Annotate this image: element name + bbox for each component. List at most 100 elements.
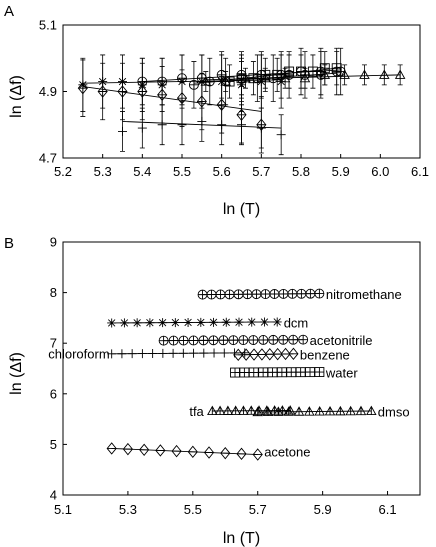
data-point (335, 405, 346, 416)
data-point (168, 348, 178, 358)
data-point (288, 347, 299, 361)
panel-a-chart: 5.2 5.3 5.4 5.5 5.6 5.7 5.8 5.9 6.0 6.14.74.95.1 … (8, 18, 429, 219)
x-tick-label: 5.7 (252, 164, 270, 179)
data-point (196, 317, 206, 327)
series-label-benzene: benzene (300, 347, 350, 362)
x-tick-label: 6.1 (379, 502, 397, 517)
data-point (221, 317, 231, 327)
data-point (206, 289, 217, 300)
data-point (304, 406, 315, 416)
data-point (296, 66, 306, 77)
data-point (237, 120, 246, 130)
series-label-acetonitrile: acetonitrile (310, 333, 373, 348)
series-chloroform: chloroform (48, 346, 250, 361)
data-point (273, 406, 284, 416)
series-water: water (230, 365, 358, 380)
panel-b-ticks: 5.1 5.3 5.5 5.7 5.9 6.1 4 5 6 7 8 9 (50, 235, 397, 518)
data-point (207, 405, 218, 416)
data-point (177, 73, 187, 84)
data-point (220, 76, 231, 86)
fit-line (82, 86, 262, 112)
series-label-chloroform: chloroform (48, 346, 109, 361)
data-point (288, 334, 299, 345)
x-tick-label: 5.5 (184, 502, 202, 517)
data-point (203, 446, 215, 459)
data-point (155, 444, 166, 457)
series-acetonitrile: acetonitrile (158, 333, 373, 348)
data-point (228, 335, 239, 346)
data-point (234, 317, 244, 327)
data-point (276, 130, 286, 140)
data-point (198, 335, 209, 346)
data-point (359, 69, 370, 79)
series-label-nitromethane: nitromethane (326, 287, 402, 302)
x-tick-label: 5.7 (249, 502, 267, 517)
data-point (267, 367, 278, 378)
series-label-dcm: dcm (284, 315, 309, 330)
data-point (276, 367, 287, 378)
data-point (236, 447, 247, 461)
data-point (284, 66, 295, 77)
data-point (287, 288, 298, 299)
data-point (215, 289, 226, 300)
data-point (233, 289, 244, 300)
data-point (171, 444, 182, 458)
data-point (252, 406, 263, 417)
data-point (238, 405, 249, 415)
data-point (200, 76, 212, 86)
data-point (187, 445, 198, 459)
x-tick-label: 5.4 (133, 164, 151, 179)
panel-a-series-plus (118, 101, 286, 156)
data-point (183, 317, 193, 327)
data-point (251, 289, 262, 300)
data-point (158, 318, 168, 328)
data-point (209, 317, 219, 327)
data-point (283, 406, 294, 416)
data-point (307, 66, 318, 77)
data-point (137, 76, 148, 87)
data-point (269, 289, 280, 299)
data-point (299, 72, 311, 83)
data-point (178, 348, 188, 358)
data-point (157, 120, 167, 130)
panel-a-series-triangle (200, 64, 406, 92)
panel-b-x-axis-label: ln (T) (223, 530, 260, 547)
data-point (240, 72, 251, 83)
panel-a-ticks: 5.2 5.3 5.4 5.5 5.6 5.7 5.8 5.9 6.0 6.1 4.7 4.9 5.1 (39, 18, 429, 180)
panel-b-frame (62, 241, 421, 496)
data-point (260, 72, 271, 83)
panel-a-x-axis-label: ln (T) (223, 201, 260, 218)
data-point (170, 318, 180, 328)
data-point (319, 69, 331, 79)
data-point (106, 442, 117, 455)
data-point (258, 367, 269, 378)
data-point (355, 405, 367, 416)
data-point (117, 349, 127, 359)
series-dcm: dcm (107, 315, 308, 330)
data-point (199, 348, 209, 358)
x-tick-label: 5.5 (173, 164, 191, 179)
data-point (278, 288, 289, 299)
data-point (137, 123, 147, 133)
data-point (127, 349, 137, 359)
panel-a-series (77, 47, 406, 156)
data-point (107, 349, 117, 359)
data-point (189, 348, 199, 358)
series-label-tfa: tfa (189, 404, 204, 419)
data-point (214, 405, 226, 416)
panel-letter-b: B (4, 235, 14, 252)
series-dmso: dmso (252, 405, 410, 420)
data-point (295, 367, 306, 378)
series-acetone: acetone (106, 442, 310, 461)
data-point (394, 69, 406, 79)
data-point (240, 348, 250, 358)
data-point (268, 334, 279, 345)
data-point (324, 405, 336, 416)
panel-letter-a: A (4, 3, 14, 20)
data-point (247, 317, 257, 327)
y-tick-label: 6 (50, 386, 57, 401)
data-point (177, 120, 187, 130)
data-point (256, 123, 266, 133)
data-point (197, 289, 208, 300)
data-point (278, 334, 289, 345)
